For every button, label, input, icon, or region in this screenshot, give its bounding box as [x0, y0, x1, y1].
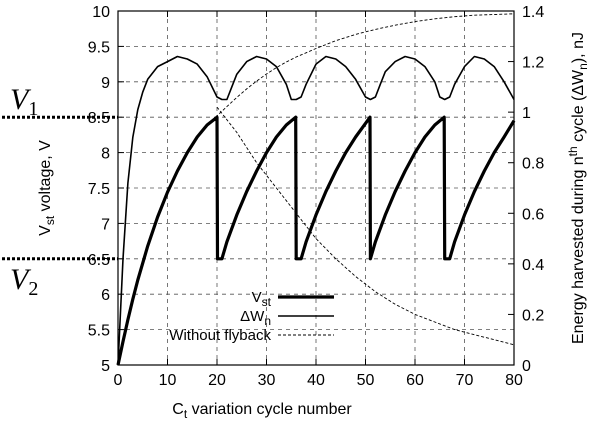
y-left-tick-label: 10: [92, 4, 110, 21]
x-tick-label: 10: [159, 372, 177, 389]
y-left-tick-label: 6.5: [88, 252, 110, 269]
y-right-tick-label: 0.8: [522, 156, 544, 173]
y-right-tick-label: 0.6: [522, 206, 544, 223]
level-marker-label: V2: [10, 263, 38, 300]
y-right-tick-label: 0.2: [522, 307, 544, 324]
x-tick-label: 50: [357, 372, 375, 389]
y-right-tick-label: 1.4: [522, 4, 544, 21]
y-left-tick-label: 7.5: [88, 181, 110, 198]
y-left-tick-label: 9: [101, 75, 110, 92]
x-tick-label: 30: [258, 372, 276, 389]
series-line: [117, 13, 515, 366]
y-left-tick-label: 8.5: [88, 110, 110, 127]
series-lines: [116, 13, 516, 366]
y-axis-right-label: Energy harvested during nth cycle (ΔWn),…: [566, 32, 590, 344]
x-tick-label: 40: [307, 372, 325, 389]
x-tick-label: 20: [208, 372, 226, 389]
level-markers: V1 V2: [2, 83, 118, 300]
x-tick-label: 0: [114, 372, 123, 389]
y-right-tick-label: 0: [522, 358, 531, 375]
y-left-tick-label: 5.5: [88, 323, 110, 340]
level-marker-label: V1: [10, 83, 38, 120]
series-line: [117, 55, 515, 366]
y-axis-left-label: Vst voltage, V: [37, 140, 57, 236]
y-left-tick-label: 7: [101, 216, 110, 233]
ticks: 0 10 20 30 40 50 60 70 8055.566.577.588.599.5100…: [88, 4, 545, 389]
series-line: [216, 106, 515, 346]
legend-label: Vst: [252, 289, 272, 309]
y-left-tick-label: 5: [101, 358, 110, 375]
y-left-tick-label: 6: [101, 287, 110, 304]
y-right-tick-label: 0.4: [522, 257, 544, 274]
x-axis-label: Ct variation cycle number: [172, 401, 352, 421]
x-tick-label: 70: [456, 372, 474, 389]
y-left-tick-label: 8: [101, 146, 110, 163]
x-tick-label: 60: [406, 372, 424, 389]
y-left-tick-label: 9.5: [88, 39, 110, 56]
legend-label: Without flyback: [169, 327, 271, 344]
x-tick-label: 80: [505, 372, 523, 389]
y-right-tick-label: 1.2: [522, 55, 544, 72]
y-right-tick-label: 1: [522, 105, 531, 122]
legend-label: ΔWn: [240, 308, 271, 328]
